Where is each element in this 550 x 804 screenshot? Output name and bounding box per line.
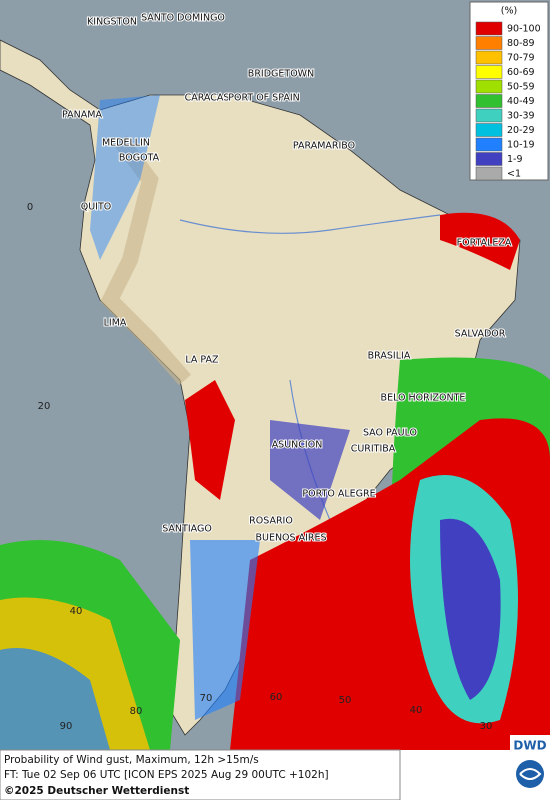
city-label: BELO HORIZONTE — [381, 393, 466, 404]
city-label: SAO PAULO — [363, 428, 417, 439]
legend-label: 40-49 — [507, 96, 535, 107]
legend-title: (%) — [501, 6, 517, 17]
legend-label: 90-100 — [507, 24, 541, 35]
field-1-9 — [270, 420, 350, 520]
city-label: SANTO DOMINGO — [141, 13, 225, 24]
field-10-19 — [90, 95, 160, 260]
grid-label: 40 — [410, 705, 423, 716]
city-label: SANTIAGO — [162, 524, 212, 535]
logo-text: DWD — [513, 739, 546, 753]
grid-label: 80 — [130, 706, 143, 717]
field-10-19 — [190, 540, 260, 720]
legend-swatch — [475, 21, 503, 36]
footer-line: FT: Tue 02 Sep 06 UTC [ICON EPS 2025 Aug… — [4, 769, 329, 781]
city-label: LA PAZ — [185, 355, 219, 366]
river — [179, 214, 441, 234]
grid-label: 30 — [480, 721, 493, 732]
city-label: LIMA — [104, 318, 127, 329]
footer-line: ©2025 Deutscher Wetterdienst — [4, 785, 189, 797]
andes — [100, 135, 192, 386]
legend-swatch — [475, 123, 503, 137]
legend-label: 20-29 — [507, 125, 535, 136]
legend-swatch — [475, 137, 503, 152]
legend-swatch — [475, 152, 503, 166]
logo-icon — [516, 760, 544, 788]
legend-label: 50-59 — [507, 82, 535, 93]
grid-label: 0 — [27, 202, 33, 213]
grid-label: 90 — [60, 721, 73, 732]
field-1-9 — [440, 518, 501, 700]
city-label: KINGSTON — [87, 17, 137, 28]
grid-label: 20 — [38, 401, 51, 412]
city-label: BUENOS AIRES — [255, 533, 326, 544]
field-10-19 — [0, 648, 110, 750]
field-90-100 — [440, 212, 520, 270]
grid-label: 50 — [339, 695, 352, 706]
legend-swatch — [475, 50, 503, 65]
legend-label: 80-89 — [507, 38, 535, 49]
legend-swatch — [475, 94, 503, 108]
legend-swatch — [475, 79, 503, 94]
city-label: ASUNCION — [272, 440, 323, 451]
legend-items: 90-100 80-89 70-79 60-69 50-59 40-49 30-39 20-2… — [475, 21, 541, 181]
city-label: PARAMARIBO — [293, 141, 355, 152]
city-label: PANAMA — [62, 110, 102, 121]
field-90-100 — [185, 380, 235, 500]
grid-label: 70 — [200, 693, 213, 704]
city-label: CURITIBA — [351, 444, 396, 455]
city-label: PORT OF SPAIN — [228, 93, 299, 104]
city-label: PORTO ALEGRE — [302, 489, 375, 500]
city-label: SALVADOR — [455, 329, 506, 340]
legend-label: 10-19 — [507, 140, 535, 151]
legend-label: 1-9 — [507, 154, 523, 165]
city-label: CARACAS — [185, 93, 230, 104]
legend-swatch — [475, 65, 503, 79]
footer-line: Probability of Wind gust, Maximum, 12h >… — [4, 754, 259, 766]
legend-swatch — [475, 36, 503, 50]
city-label: ROSARIO — [249, 516, 293, 527]
city-label: BRASILIA — [368, 351, 411, 362]
city-label: FORTALEZA — [457, 238, 512, 249]
legend-swatch — [475, 108, 503, 123]
legend-label: 70-79 — [507, 53, 535, 64]
city-label: MEDELLIN — [102, 138, 150, 149]
grid-label: 40 — [70, 606, 83, 617]
legend-label: 60-69 — [507, 67, 535, 78]
legend-label: 30-39 — [507, 111, 535, 122]
legend-label: <1 — [507, 169, 521, 180]
city-label: BRIDGETOWN — [248, 69, 314, 80]
logo-swirl — [519, 768, 542, 780]
city-label: QUITO — [81, 202, 112, 213]
legend-swatch — [475, 166, 503, 181]
city-label: BOGOTA — [119, 153, 160, 164]
grid-label: 60 — [270, 692, 283, 703]
